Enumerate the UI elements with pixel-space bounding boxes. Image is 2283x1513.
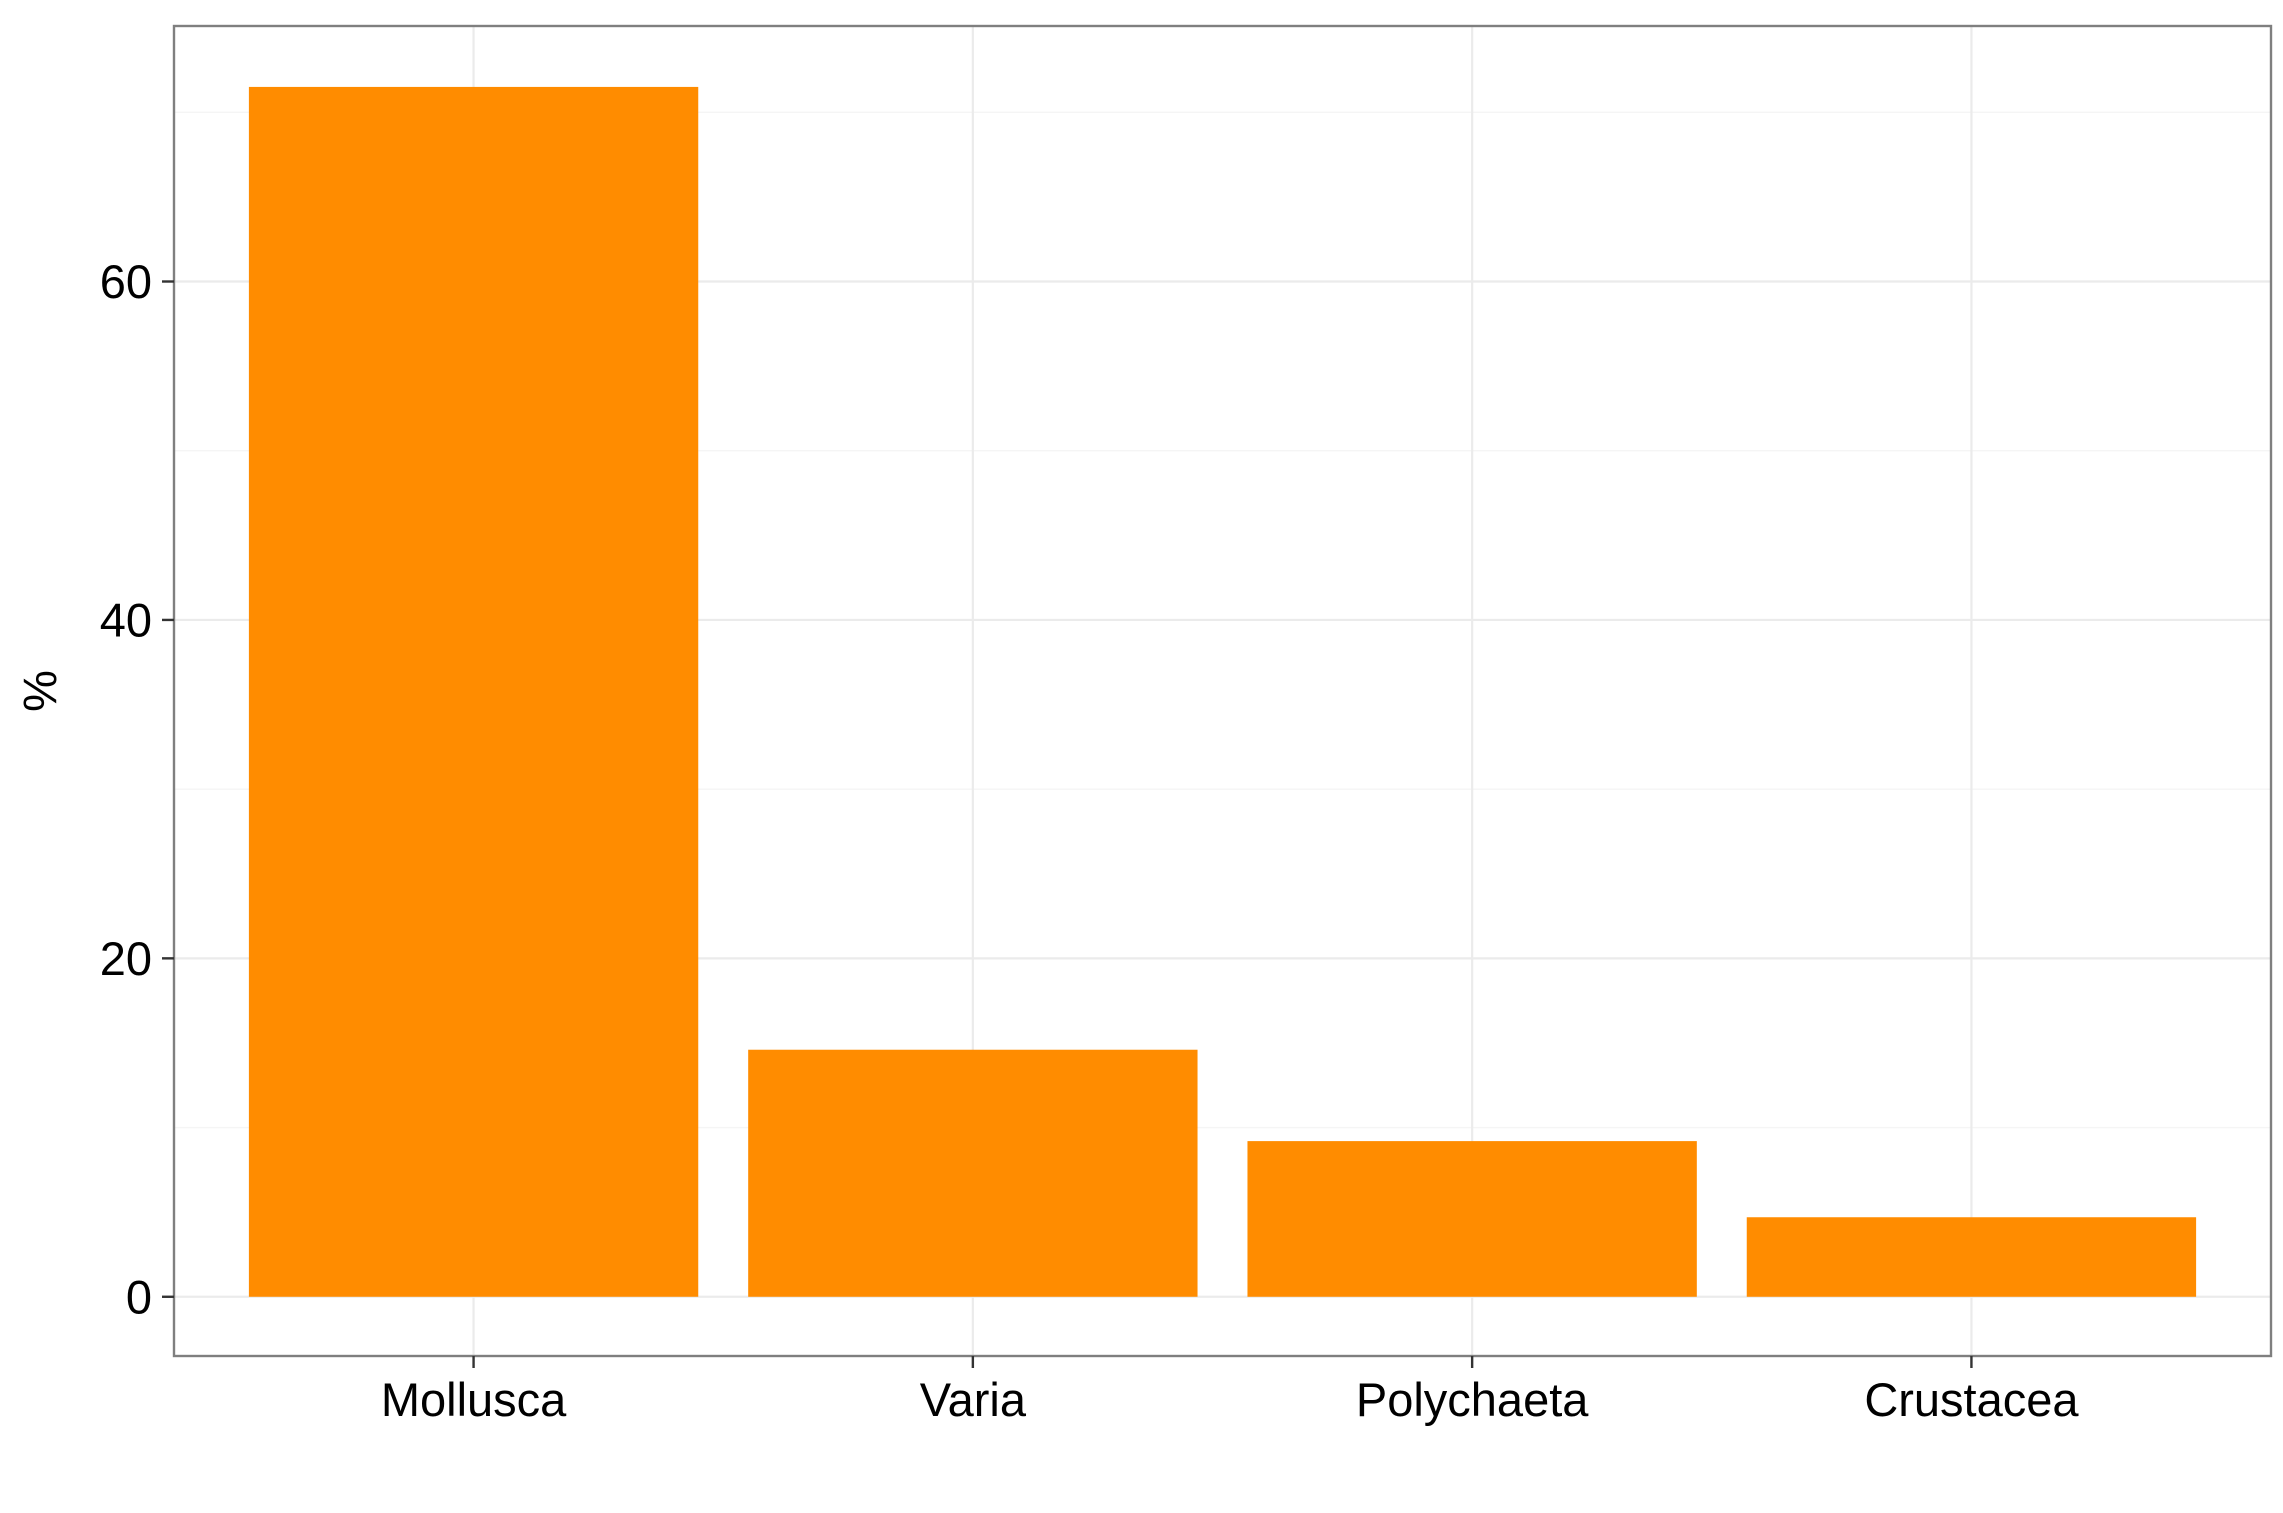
y-tick-label: 20 bbox=[100, 932, 152, 985]
y-tick-label: 40 bbox=[100, 593, 152, 646]
x-tick-label: Crustacea bbox=[1864, 1373, 2079, 1426]
bar-mollusca bbox=[248, 86, 699, 1297]
y-tick-label: 0 bbox=[126, 1270, 152, 1323]
x-tick-label: Varia bbox=[920, 1373, 1027, 1426]
y-axis-title: % bbox=[13, 670, 66, 712]
y-tick-label: 60 bbox=[100, 255, 152, 308]
x-tick-label: Polychaeta bbox=[1356, 1373, 1589, 1426]
panel-border bbox=[172, 24, 2273, 1358]
axis-layer: 0 20 40 60 Mollusca Varia Polychaeta Crustacea bbox=[100, 255, 2080, 1426]
bars-layer bbox=[248, 86, 2197, 1297]
bar-varia bbox=[748, 1049, 1198, 1297]
bar-crustacea bbox=[1746, 1217, 2197, 1297]
bar-polychaeta bbox=[1247, 1141, 1697, 1297]
x-tick-label: Mollusca bbox=[381, 1373, 567, 1426]
